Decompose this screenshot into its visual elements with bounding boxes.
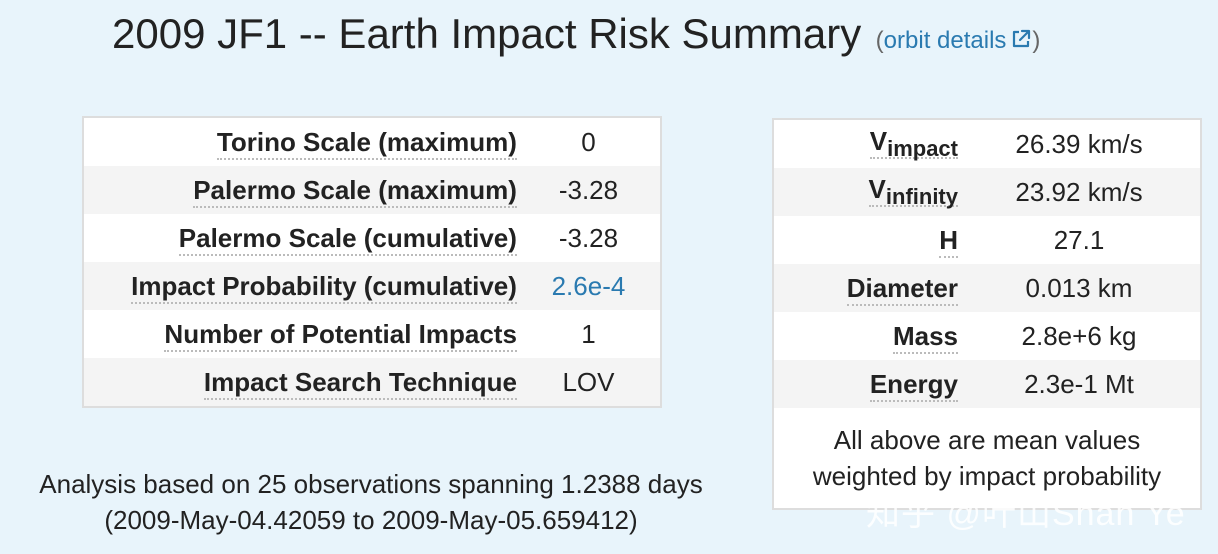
palermo-max-label: Palermo Scale (maximum) [193, 174, 517, 208]
energy-value: 2.3e-1 Mt [958, 360, 1201, 408]
diameter-value: 0.013 km [958, 264, 1201, 312]
h-label: H [939, 224, 958, 258]
page-header: 2009 JF1 -- Earth Impact Risk Summary (o… [112, 10, 1040, 58]
mass-label: Mass [892, 320, 958, 354]
v-infinity-label: Vinfinity [868, 174, 958, 209]
row-label: Diameter [773, 264, 958, 312]
row-label: Palermo Scale (maximum) [83, 166, 517, 214]
v-impact-main: V [869, 126, 888, 159]
note-line-2: weighted by impact probability [812, 461, 1162, 491]
table-row: Energy 2.3e-1 Mt [773, 360, 1201, 408]
palermo-max-value: -3.28 [516, 166, 661, 214]
mean-values-note: All above are mean values weighted by im… [773, 408, 1201, 509]
torino-scale-value: 0 [581, 126, 596, 157]
analysis-line-2: (2009-May-04.42059 to 2009-May-05.659412… [104, 505, 638, 535]
row-label: Mass [773, 312, 958, 360]
page-title: 2009 JF1 -- Earth Impact Risk Summary [112, 10, 862, 57]
impact-risk-table: Torino Scale (maximum) 0 Palermo Scale (… [82, 116, 662, 408]
v-infinity-main: V [868, 174, 886, 207]
potential-impacts-label: Number of Potential Impacts [164, 318, 517, 352]
energy-label: Energy [869, 368, 958, 402]
potential-impacts-value: 1 [581, 318, 596, 349]
impact-probability-label: Impact Probability (cumulative) [131, 270, 517, 304]
table-row: Diameter 0.013 km [773, 264, 1201, 312]
search-technique-value: LOV [516, 358, 661, 407]
row-label: Vimpact [773, 119, 958, 168]
table-row: Vinfinity 23.92 km/s [773, 168, 1201, 216]
table-row: Impact Search Technique LOV [83, 358, 661, 407]
analysis-line-1: Analysis based on 25 observations spanni… [39, 469, 703, 499]
h-value: 27.1 [1053, 224, 1105, 255]
table-row: Torino Scale (maximum) 0 [83, 117, 661, 166]
palermo-cumulative-value: -3.28 [558, 222, 619, 253]
palermo-cumulative-label: Palermo Scale (cumulative) [178, 222, 517, 256]
v-impact-sub: impact [887, 136, 958, 161]
torino-scale-label: Torino Scale (maximum) [216, 126, 517, 160]
orbit-details-link[interactable]: orbit details [884, 27, 1033, 54]
row-label: H [773, 216, 958, 264]
orbit-details-label: orbit details [883, 27, 1007, 54]
watermark: 知乎 @叶山Shan Ye [866, 495, 1186, 533]
table-row: Palermo Scale (cumulative) -3.28 [83, 214, 661, 262]
physical-parameters-table: Vimpact 26.39 km/s Vinfinity 23.92 km/s … [772, 118, 1202, 510]
row-label: Torino Scale (maximum) [83, 117, 517, 166]
v-impact-value: 26.39 km/s [1015, 128, 1143, 159]
impact-probability-cell: 2.6e-4 [516, 262, 661, 310]
row-label: Impact Probability (cumulative) [83, 262, 517, 310]
diameter-label: Diameter [846, 272, 958, 306]
table-row: Impact Probability (cumulative) 2.6e-4 [83, 262, 661, 310]
analysis-summary: Analysis based on 25 observations spanni… [0, 466, 742, 538]
paren-close: ) [1032, 27, 1041, 54]
v-infinity-sub: infinity [885, 184, 958, 209]
v-infinity-value: 23.92 km/s [958, 168, 1201, 216]
table-row: Mass 2.8e+6 kg [773, 312, 1201, 360]
row-label: Energy [773, 360, 958, 408]
external-link-icon [1010, 28, 1032, 57]
paren-open: ( [875, 27, 884, 54]
v-impact-label: Vimpact [869, 126, 958, 161]
search-technique-label: Impact Search Technique [203, 366, 517, 400]
mass-value: 2.8e+6 kg [1021, 320, 1137, 351]
table-row: All above are mean values weighted by im… [773, 408, 1201, 509]
table-row: Number of Potential Impacts 1 [83, 310, 661, 358]
row-label: Palermo Scale (cumulative) [83, 214, 517, 262]
row-label: Number of Potential Impacts [83, 310, 517, 358]
table-row: H 27.1 [773, 216, 1201, 264]
orbit-details-wrapper: (orbit details) [876, 27, 1041, 54]
table-row: Palermo Scale (maximum) -3.28 [83, 166, 661, 214]
impact-probability-link[interactable]: 2.6e-4 [551, 270, 626, 301]
note-line-1: All above are mean values [833, 425, 1141, 455]
row-label: Impact Search Technique [83, 358, 517, 407]
table-row: Vimpact 26.39 km/s [773, 119, 1201, 168]
row-label: Vinfinity [773, 168, 958, 216]
